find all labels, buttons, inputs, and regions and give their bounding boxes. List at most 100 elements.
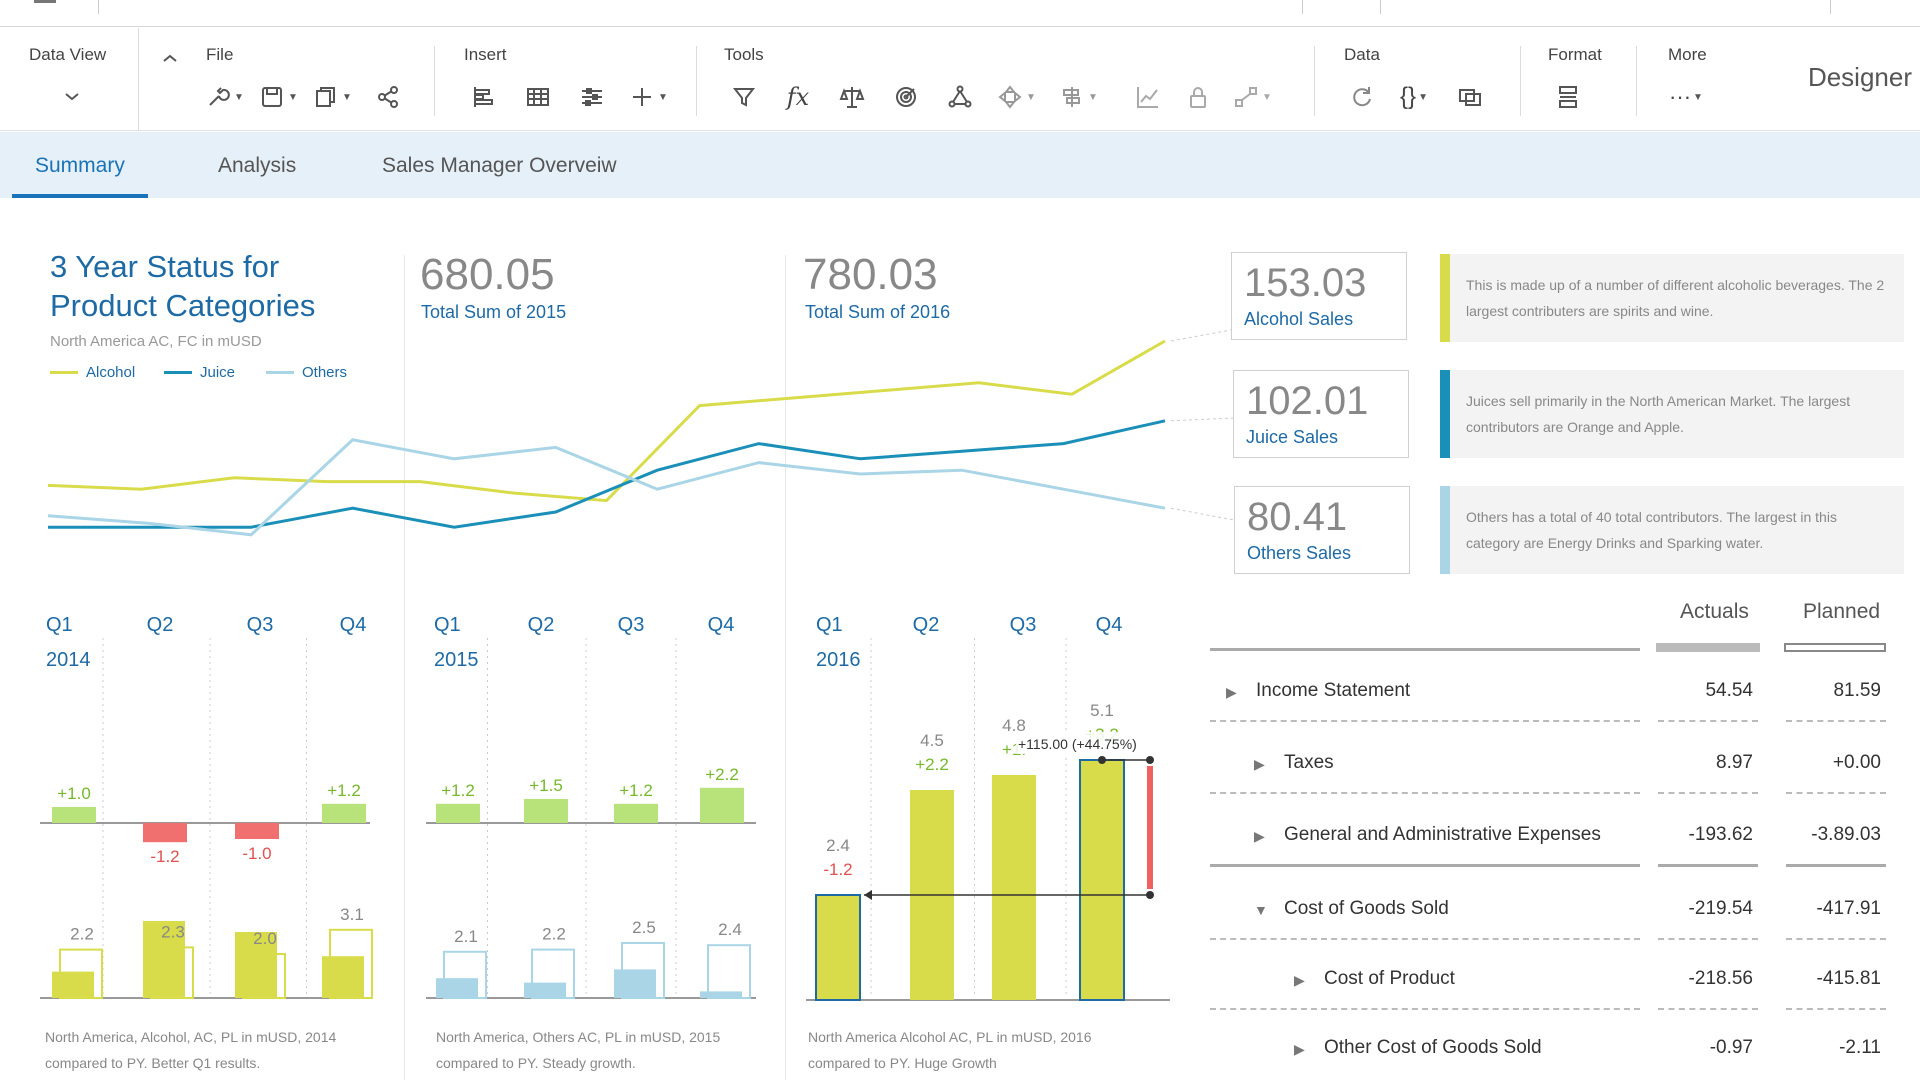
- input-control-icon[interactable]: [572, 80, 612, 114]
- tab-summary[interactable]: Summary: [35, 154, 125, 177]
- designer-mode-label[interactable]: Designer: [1807, 62, 1912, 92]
- more-label: More: [1668, 45, 1707, 64]
- connector-line: [1170, 329, 1232, 342]
- bar-chart-2014: Q1 Q2 Q3 Q4 2014 +1.0 -1.2 -1.0 +1.2 2.2 2.3 2.0 3.1: [40, 614, 373, 1000]
- bar-chart-2016: Q1Q2Q3Q420162.4-1.24.5+2.24.8+1.5.1+3.2+…: [806, 614, 1170, 1001]
- menu-icon[interactable]: [34, 0, 56, 3]
- arrow-head: [864, 890, 872, 900]
- actual-bar: [992, 775, 1036, 1000]
- quarter-label: Q3: [1010, 614, 1037, 636]
- variance-label: -1.0: [242, 844, 271, 863]
- expand-triangle-open-icon[interactable]: ▼: [1254, 902, 1268, 918]
- juice-sales-box[interactable]: 102.01 Juice Sales: [1233, 370, 1409, 458]
- actual-label: 2.4: [718, 920, 742, 939]
- table-row-label[interactable]: Cost of Goods Sold: [1284, 898, 1449, 919]
- link-icon[interactable]: ▼: [1232, 80, 1272, 114]
- actual-label: 4.8: [1002, 716, 1026, 735]
- planned-value: +0.00: [1832, 752, 1881, 773]
- wrench-icon[interactable]: ▼: [204, 80, 244, 114]
- expand-triangle-icon[interactable]: ▶: [1254, 756, 1265, 772]
- filter-icon[interactable]: [724, 80, 764, 114]
- alcohol-sales-box[interactable]: 153.03 Alcohol Sales: [1231, 252, 1407, 340]
- actual-bar: [700, 991, 742, 998]
- add-icon[interactable]: ▼: [633, 88, 668, 106]
- network-icon[interactable]: [940, 80, 980, 114]
- variance-bar: [524, 799, 568, 823]
- target-icon[interactable]: [886, 80, 926, 114]
- chevron-down-icon[interactable]: [52, 80, 92, 114]
- data-view-label: Data View: [29, 45, 107, 64]
- save-icon[interactable]: ▼: [258, 80, 298, 114]
- table-row-label[interactable]: General and Administrative Expenses: [1284, 824, 1601, 845]
- actual-label: 2.2: [542, 925, 566, 944]
- divider: [434, 46, 435, 116]
- others-note: Others has a total of 40 total contribut…: [1440, 486, 1904, 574]
- divider: [1314, 46, 1315, 116]
- collapse-icon[interactable]: [150, 42, 190, 76]
- row-separator: [1658, 864, 1758, 867]
- format-label: Format: [1548, 45, 1602, 64]
- others-sales-box[interactable]: 80.41 Others Sales: [1234, 486, 1410, 574]
- divider: [404, 255, 405, 1080]
- actual-value: 54.54: [1705, 680, 1753, 701]
- expand-triangle-icon[interactable]: ▶: [1294, 1041, 1305, 1057]
- expand-triangle-icon[interactable]: ▶: [1226, 684, 1237, 700]
- quarter-label: Q2: [147, 614, 174, 636]
- align-icon[interactable]: ▼: [1058, 80, 1098, 114]
- row-separator: [1786, 792, 1886, 794]
- annotation-dot: [1146, 891, 1154, 899]
- refresh-icon[interactable]: [1342, 80, 1382, 114]
- planned-value: -2.11: [1839, 1037, 1881, 1058]
- quarter-label: Q1: [816, 614, 843, 636]
- expand-triangle-icon[interactable]: ▶: [1294, 972, 1305, 988]
- legend-juice: Juice: [164, 364, 235, 381]
- variance-label: +1.0: [57, 784, 91, 803]
- copy-data-icon[interactable]: [1450, 80, 1490, 114]
- table-icon[interactable]: [518, 80, 558, 114]
- data-label: Data: [1344, 45, 1380, 64]
- total-2016-label: Total Sum of 2016: [805, 302, 951, 322]
- scale-icon[interactable]: [832, 80, 872, 114]
- actual-label: 4.5: [920, 731, 944, 750]
- tab-sales-manager-overview[interactable]: Sales Manager Overveiw: [382, 154, 617, 177]
- lock-icon[interactable]: [1178, 80, 1218, 114]
- divider: [1302, 0, 1303, 14]
- juice-sales-label: Juice Sales: [1246, 427, 1339, 447]
- total-2016-value: 780.03: [803, 250, 938, 299]
- bar-chart-icon[interactable]: [464, 80, 504, 114]
- actual-label: 2.3: [161, 922, 185, 941]
- variance-label: +1.2: [327, 781, 361, 800]
- legend-others: Others: [266, 364, 347, 381]
- table-row-label[interactable]: Income Statement: [1256, 680, 1411, 701]
- actual-bar: [143, 921, 185, 998]
- alcohol-note-text: This is made up of a number of different…: [1466, 277, 1885, 319]
- year-label: 2016: [816, 649, 861, 671]
- connector-line: [1170, 507, 1235, 521]
- table-row-label[interactable]: Taxes: [1284, 752, 1334, 773]
- insert-label: Insert: [464, 45, 507, 64]
- share-icon[interactable]: [368, 80, 408, 114]
- more-icon[interactable]: ··· ▼: [1669, 84, 1703, 109]
- quarter-label: Q4: [340, 614, 367, 636]
- actual-bar: [524, 982, 566, 998]
- total-2015-label: Total Sum of 2015: [421, 302, 567, 322]
- row-separator: [1658, 792, 1758, 794]
- quarter-label: Q4: [1096, 614, 1123, 636]
- format-icon[interactable]: [1548, 80, 1588, 114]
- expand-triangle-icon[interactable]: ▶: [1254, 828, 1265, 844]
- formula-icon[interactable]: fx: [786, 83, 810, 111]
- braces-icon[interactable]: {} ▼: [1400, 83, 1428, 110]
- line-chart-icon[interactable]: [1128, 80, 1168, 114]
- copy-icon[interactable]: ▼: [312, 80, 352, 114]
- table-row-label[interactable]: Other Cost of Goods Sold: [1324, 1037, 1542, 1058]
- line-chart: [47, 329, 1235, 537]
- growth-annotation: +115.00 (+44.75%): [1018, 736, 1137, 752]
- variance-bar: [143, 823, 187, 843]
- move-icon[interactable]: ▼: [996, 80, 1036, 114]
- table-row-label[interactable]: Cost of Product: [1324, 968, 1455, 989]
- divider: [785, 255, 786, 1080]
- tab-analysis[interactable]: Analysis: [218, 154, 297, 177]
- caption-2015: North America, Others AC, PL in mUSD, 20…: [436, 1029, 721, 1071]
- panel-title-line1: 3 Year Status for: [50, 249, 280, 284]
- planned-value: -415.81: [1816, 968, 1881, 989]
